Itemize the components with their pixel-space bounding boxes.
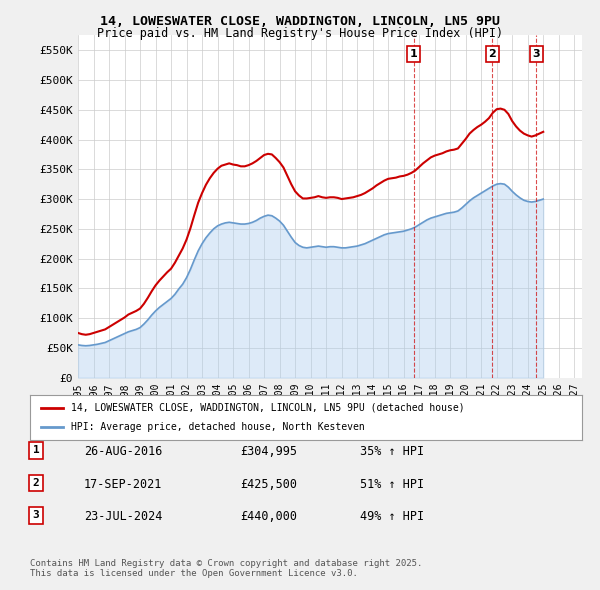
Text: 14, LOWESWATER CLOSE, WADDINGTON, LINCOLN, LN5 9PU (detached house): 14, LOWESWATER CLOSE, WADDINGTON, LINCOL… (71, 403, 465, 412)
Text: 35% ↑ HPI: 35% ↑ HPI (360, 445, 424, 458)
Text: 51% ↑ HPI: 51% ↑ HPI (360, 478, 424, 491)
Text: 1: 1 (410, 49, 418, 59)
Text: 3: 3 (32, 510, 40, 520)
Text: 17-SEP-2021: 17-SEP-2021 (84, 478, 163, 491)
Text: £304,995: £304,995 (240, 445, 297, 458)
Text: £425,500: £425,500 (240, 478, 297, 491)
Text: Contains HM Land Registry data © Crown copyright and database right 2025.
This d: Contains HM Land Registry data © Crown c… (30, 559, 422, 578)
Text: 3: 3 (532, 49, 540, 59)
Text: 14, LOWESWATER CLOSE, WADDINGTON, LINCOLN, LN5 9PU: 14, LOWESWATER CLOSE, WADDINGTON, LINCOL… (100, 15, 500, 28)
Text: 26-AUG-2016: 26-AUG-2016 (84, 445, 163, 458)
Text: 2: 2 (488, 49, 496, 59)
Text: 2: 2 (32, 478, 40, 488)
Text: Price paid vs. HM Land Registry's House Price Index (HPI): Price paid vs. HM Land Registry's House … (97, 27, 503, 40)
Text: 1: 1 (32, 445, 40, 455)
Text: HPI: Average price, detached house, North Kesteven: HPI: Average price, detached house, Nort… (71, 422, 365, 432)
Text: 23-JUL-2024: 23-JUL-2024 (84, 510, 163, 523)
Text: £440,000: £440,000 (240, 510, 297, 523)
Text: 49% ↑ HPI: 49% ↑ HPI (360, 510, 424, 523)
